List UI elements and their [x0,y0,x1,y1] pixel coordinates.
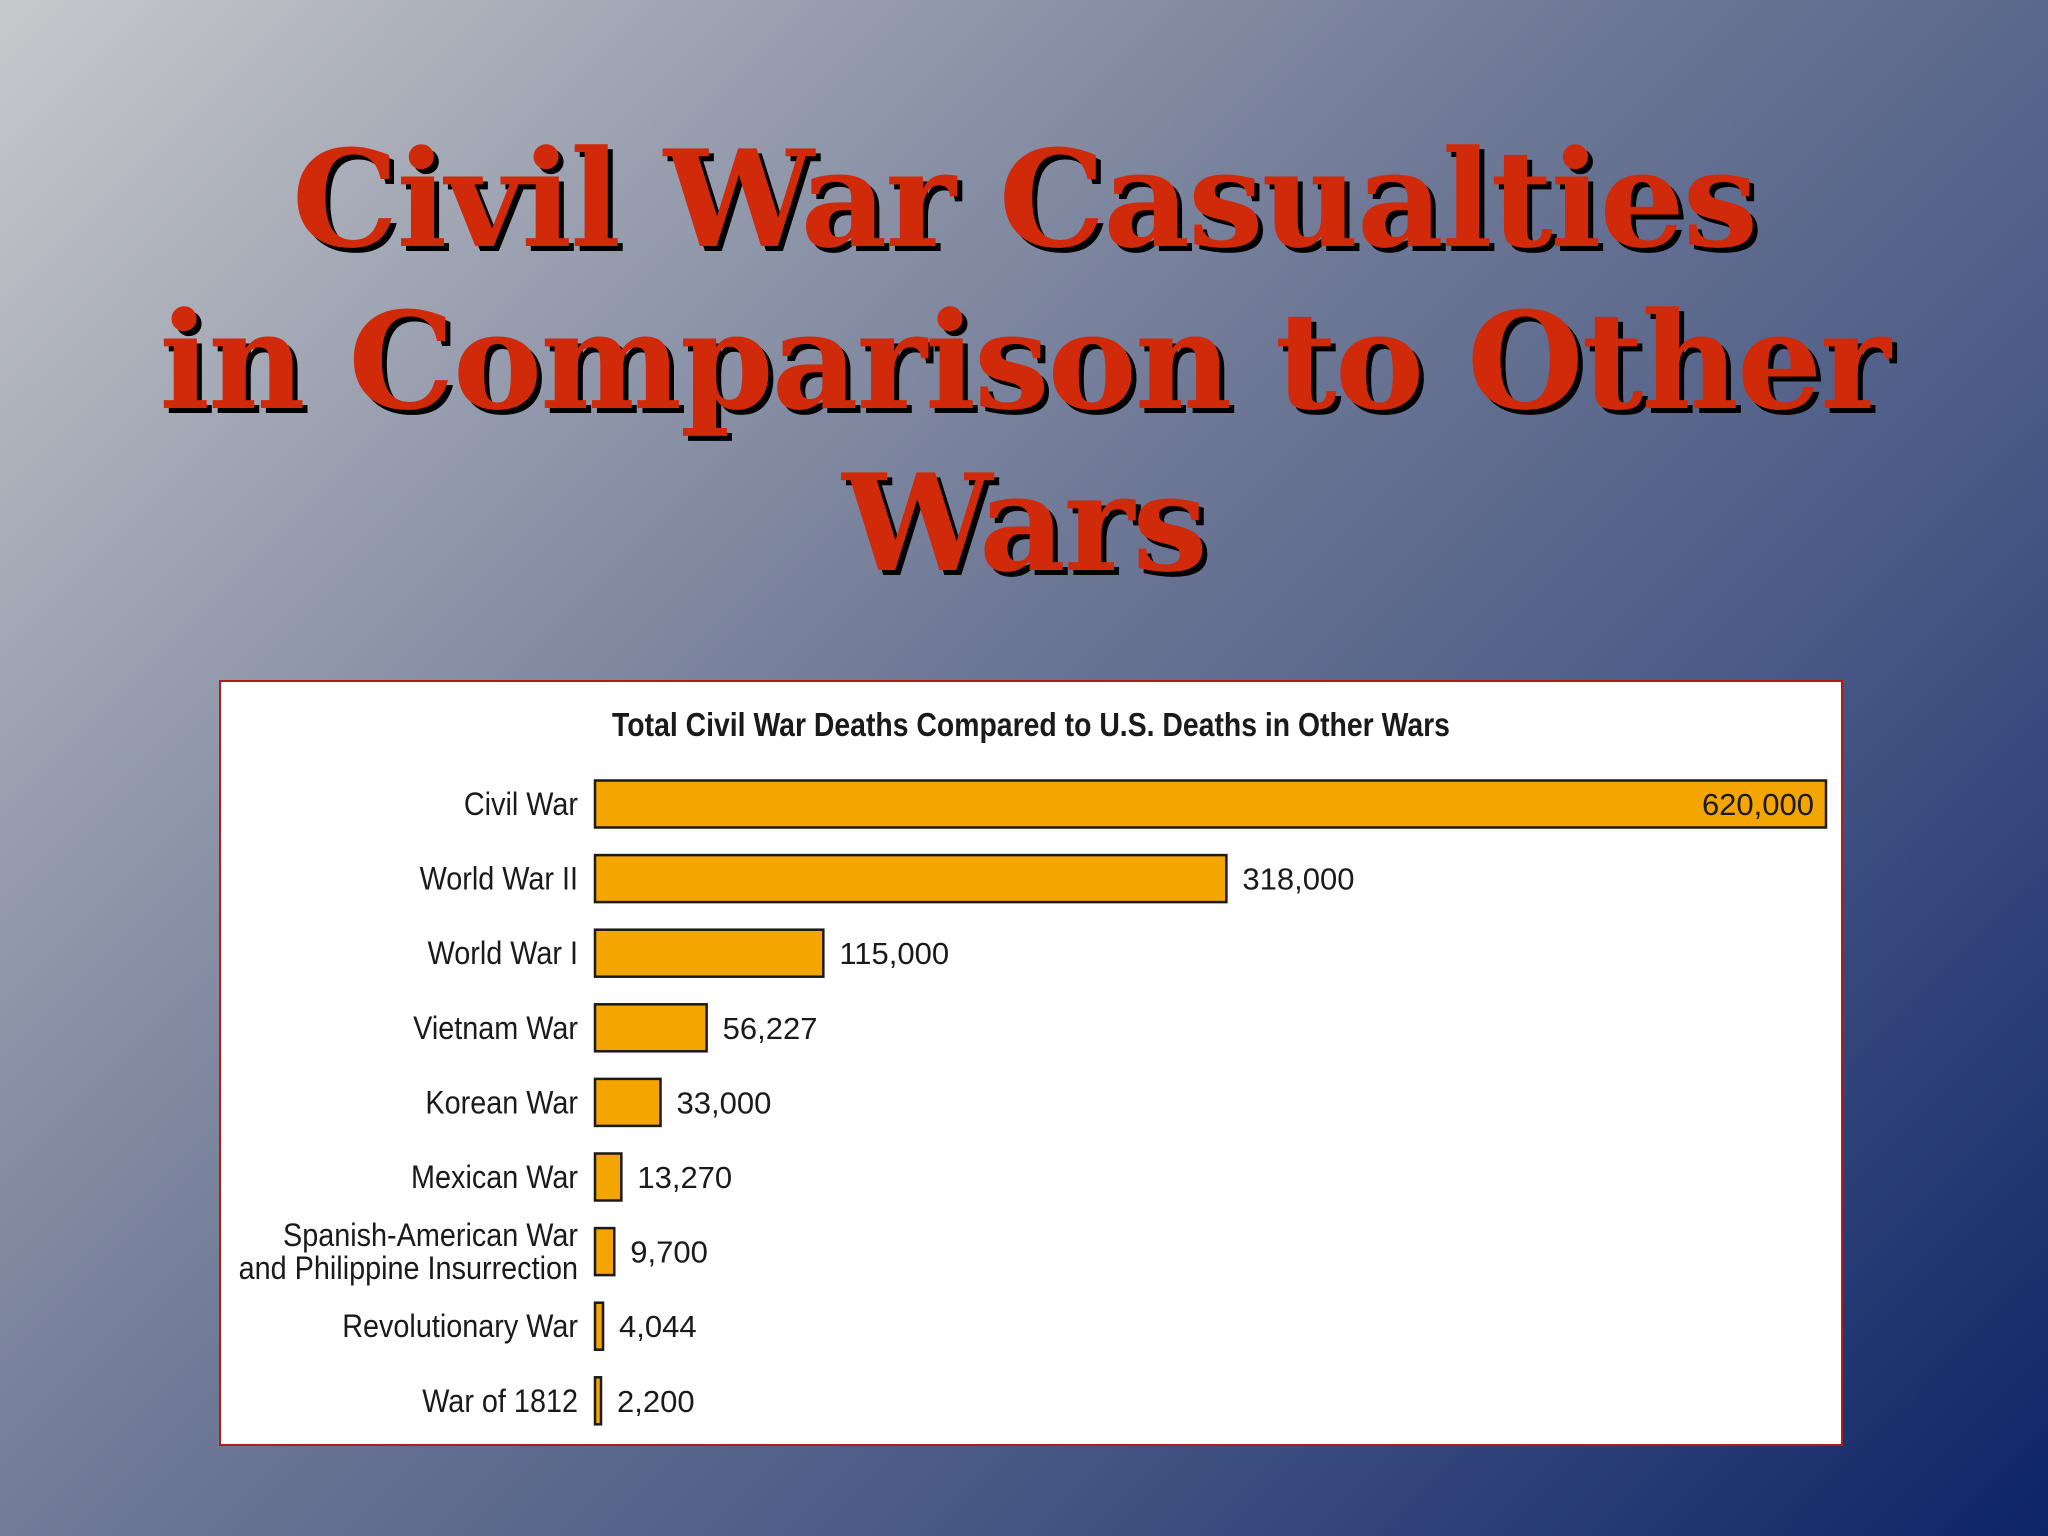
bar-7 [593,1301,605,1351]
value-label-0: 620,000 [1702,787,1814,822]
title-line-3: Wars [842,444,1208,602]
bar-5 [593,1152,623,1202]
chart-panel: Total Civil War Deaths Compared to U.S. … [219,680,1843,1446]
value-label-5: 13,270 [637,1160,732,1195]
value-label-8: 2,200 [617,1384,695,1419]
bar-8 [593,1376,603,1426]
title-line-1: Civil War Casualties [291,120,1758,278]
value-label-7: 4,044 [619,1309,697,1344]
bar-0 [593,779,1828,829]
category-label-1: World War II [420,861,578,897]
category-label-4: Korean War [425,1085,578,1121]
category-label-6: Spanish-American War and Philippine Insur… [239,1218,578,1287]
slide-title: Civil War Casualties in Comparison to Ot… [0,118,2048,604]
value-label-2: 115,000 [839,936,949,971]
category-label-8: War of 1812 [422,1383,578,1419]
value-label-6: 9,700 [630,1235,708,1270]
category-label-2: World War I [428,936,578,972]
category-label-0: Civil War [464,787,578,823]
bar-3 [593,1003,708,1053]
category-label-3: Vietnam War [413,1010,578,1046]
bar-2 [593,928,825,978]
bar-1 [593,853,1228,904]
title-line-2: in Comparison to Other [159,282,1891,440]
bar-chart: Civil War 620,000 World War II 318,000 World… [239,779,1828,1426]
bar-6 [593,1226,616,1277]
value-label-3: 56,227 [723,1011,818,1046]
value-label-1: 318,000 [1242,862,1354,897]
category-label-5: Mexican War [411,1160,578,1196]
value-label-4: 33,000 [677,1085,772,1120]
chart-title: Total Civil War Deaths Compared to U.S. … [612,706,1450,743]
bar-4 [593,1077,662,1128]
category-label-7: Revolutionary War [342,1309,578,1345]
